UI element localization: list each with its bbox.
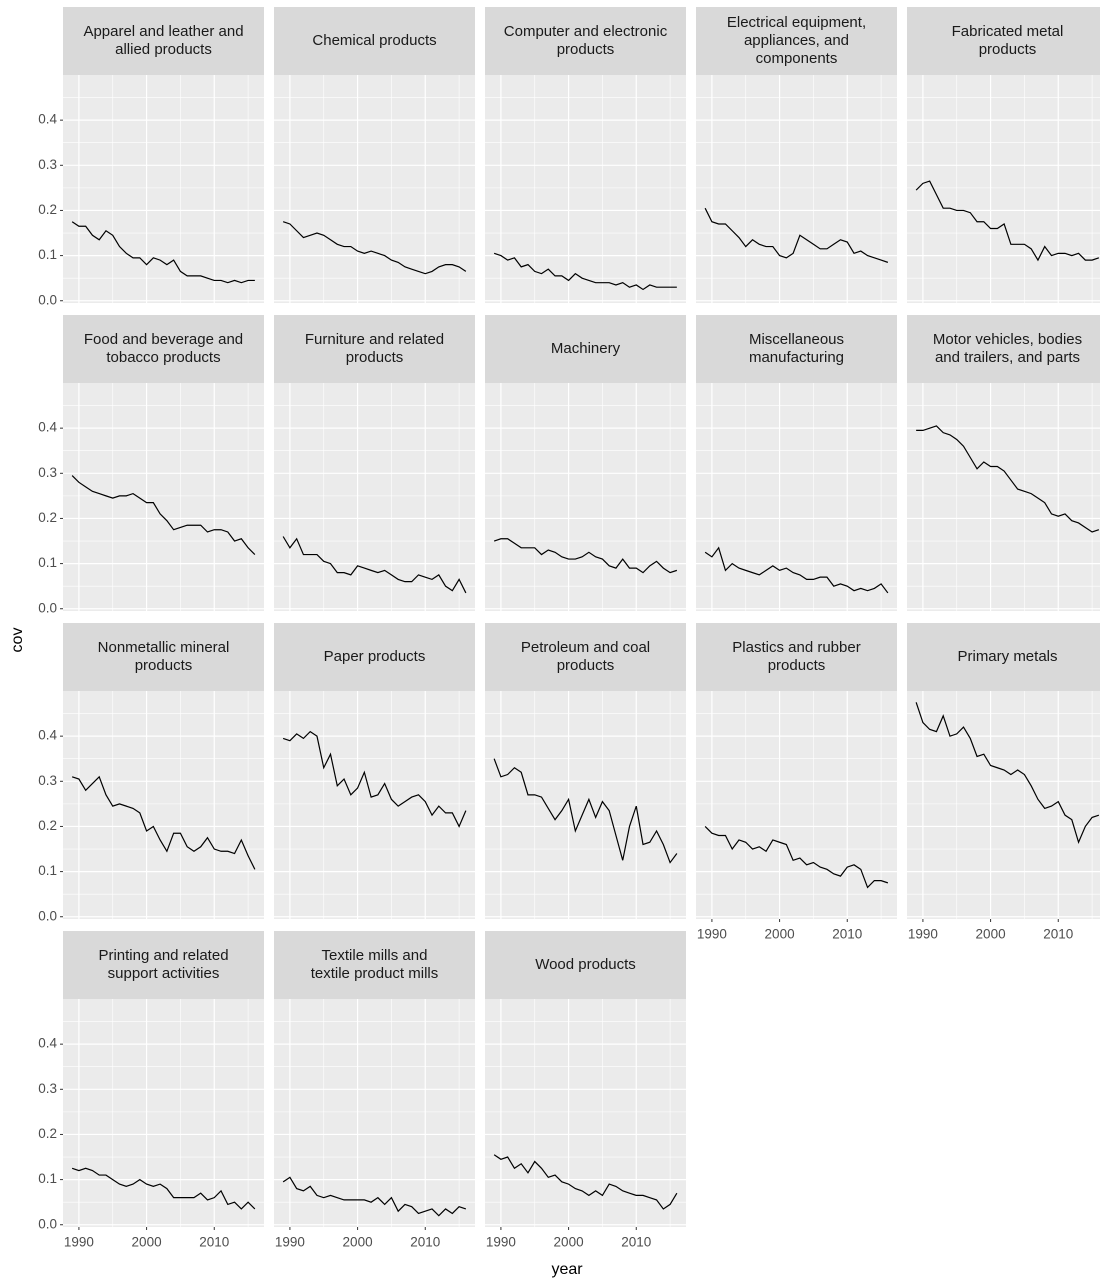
panel-background (485, 691, 686, 919)
series-line (493, 252, 677, 291)
facet-strip: Printing and related support activities (63, 931, 264, 999)
series-line (704, 546, 889, 594)
x-tick-label: 2000 (976, 927, 1006, 942)
facet-strip: Electrical equipment, appliances, and co… (696, 7, 897, 75)
panel-background (907, 691, 1100, 919)
facet-strip: Motor vehicles, bodies and trailers, and… (907, 315, 1100, 383)
panel-background (907, 75, 1100, 303)
panel-background (485, 75, 686, 303)
panel-background (485, 383, 686, 611)
x-tick-label: 2000 (554, 1235, 584, 1250)
series-line (282, 221, 467, 275)
x-tick-label: 2010 (621, 1235, 651, 1250)
x-tick-label: 1990 (275, 1235, 305, 1250)
series-line (282, 730, 467, 828)
series-line (493, 1154, 678, 1210)
panel-background (485, 999, 686, 1227)
facet-strip: Furniture and related products (274, 315, 475, 383)
panel-background (274, 75, 475, 303)
series-line (71, 1167, 256, 1210)
series-line (915, 702, 1100, 845)
facet-strip: Petroleum and coal products (485, 623, 686, 691)
panel-background (63, 999, 264, 1227)
y-tick-label: 0.4 (38, 1036, 57, 1051)
facet-strip: Apparel and leather and allied products (63, 7, 264, 75)
y-tick-label: 0.3 (38, 157, 57, 172)
x-tick-label: 2010 (1043, 927, 1073, 942)
panel-background (63, 383, 264, 611)
panel-background (274, 691, 475, 919)
y-tick-label: 0.1 (38, 555, 57, 570)
y-tick-label: 0.2 (38, 1126, 57, 1141)
y-tick-label: 0.0 (38, 1216, 57, 1231)
y-tick-label: 0.1 (38, 863, 57, 878)
panel-background (63, 691, 264, 919)
x-tick-label: 2010 (832, 927, 862, 942)
facet-strip: Plastics and rubber products (696, 623, 897, 691)
x-tick-label: 1990 (697, 927, 727, 942)
facet-strip: Primary metals (907, 623, 1100, 691)
series-line (71, 775, 256, 870)
facet-strip: Chemical products (274, 7, 475, 75)
facet-strip: Miscellaneous manufacturing (696, 315, 897, 383)
panel-background (696, 75, 897, 303)
facet-strip: Fabricated metal products (907, 7, 1100, 75)
x-tick-label: 2010 (199, 1235, 229, 1250)
series-line (915, 180, 1100, 262)
panel-background (696, 691, 897, 919)
series-line (71, 221, 255, 284)
y-tick-label: 0.1 (38, 1171, 57, 1186)
x-tick-label: 1990 (908, 927, 938, 942)
series-line (916, 425, 1100, 533)
x-tick-label: 2000 (343, 1235, 373, 1250)
series-line (493, 758, 678, 864)
y-tick-label: 0.4 (38, 728, 57, 743)
panel-background (907, 383, 1100, 611)
y-tick-label: 0.3 (38, 1081, 57, 1096)
series-line (704, 826, 889, 889)
series-line (282, 1176, 467, 1217)
panel-background (274, 999, 475, 1227)
x-tick-label: 1990 (64, 1235, 94, 1250)
facet-strip: Wood products (485, 931, 686, 999)
panel-background (696, 383, 897, 611)
y-tick-label: 0.4 (38, 420, 57, 435)
y-tick-label: 0.2 (38, 202, 57, 217)
y-tick-label: 0.0 (38, 600, 57, 615)
series-line (493, 538, 678, 574)
y-tick-label: 0.2 (38, 818, 57, 833)
x-tick-label: 1990 (486, 1235, 516, 1250)
facet-strip: Nonmetallic mineral products (63, 623, 264, 691)
x-tick-label: 2010 (410, 1235, 440, 1250)
facet-strip: Computer and electronic products (485, 7, 686, 75)
panel-background (274, 383, 475, 611)
facet-strip: Textile mills and textile product mills (274, 931, 475, 999)
y-tick-label: 0.4 (38, 112, 57, 127)
series-line (282, 536, 467, 594)
y-tick-label: 0.0 (38, 292, 57, 307)
facet-strip: Machinery (485, 315, 686, 383)
y-tick-label: 0.0 (38, 908, 57, 923)
panel-background (63, 75, 264, 303)
series-line (704, 207, 889, 263)
y-axis-title: cov (9, 628, 26, 653)
y-tick-label: 0.1 (38, 247, 57, 262)
x-tick-label: 2000 (765, 927, 795, 942)
y-tick-label: 0.3 (38, 465, 57, 480)
x-axis-title: year (551, 1261, 583, 1278)
facet-strip: Paper products (274, 623, 475, 691)
x-tick-label: 2000 (132, 1235, 162, 1250)
series-line (71, 475, 256, 555)
facet-strip: Food and beverage and tobacco products (63, 315, 264, 383)
y-tick-label: 0.3 (38, 773, 57, 788)
y-tick-label: 0.2 (38, 510, 57, 525)
